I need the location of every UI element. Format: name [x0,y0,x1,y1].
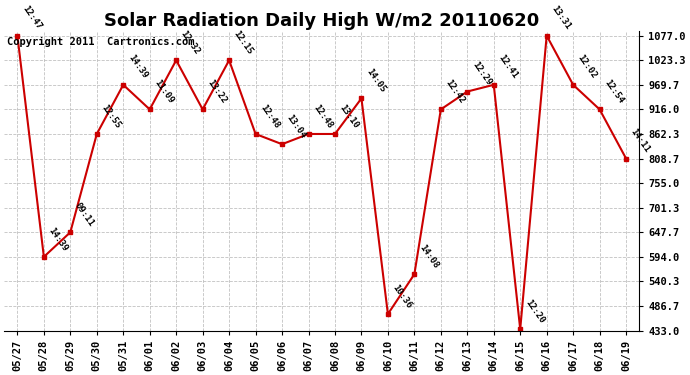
Text: 12:41: 12:41 [497,54,520,81]
Text: 14:39: 14:39 [126,54,149,81]
Text: 13:22: 13:22 [206,78,228,105]
Text: 09:11: 09:11 [73,201,96,228]
Text: 12:48: 12:48 [258,103,281,130]
Text: 12:20: 12:20 [523,298,546,325]
Text: 14:08: 14:08 [417,243,440,270]
Text: 14:05: 14:05 [364,67,387,94]
Text: 12:42: 12:42 [444,78,466,105]
Title: Solar Radiation Daily High W/m2 20110620: Solar Radiation Daily High W/m2 20110620 [104,12,540,30]
Text: 10:36: 10:36 [391,283,413,310]
Text: 13:04: 13:04 [285,113,308,140]
Text: 12:47: 12:47 [20,4,43,32]
Text: 14:39: 14:39 [47,225,70,253]
Text: 12:02: 12:02 [576,54,599,81]
Text: 11:09: 11:09 [152,78,175,105]
Text: 12:32: 12:32 [179,29,201,56]
Text: Copyright 2011  Cartronics.com: Copyright 2011 Cartronics.com [8,37,195,47]
Text: 12:15: 12:15 [232,29,255,56]
Text: 12:55: 12:55 [99,103,122,130]
Text: 13:31: 13:31 [549,4,572,32]
Text: 12:29: 12:29 [470,60,493,87]
Text: 14:11: 14:11 [629,127,651,154]
Text: 12:54: 12:54 [602,78,625,105]
Text: 12:48: 12:48 [311,103,334,130]
Text: 13:10: 13:10 [337,103,361,130]
